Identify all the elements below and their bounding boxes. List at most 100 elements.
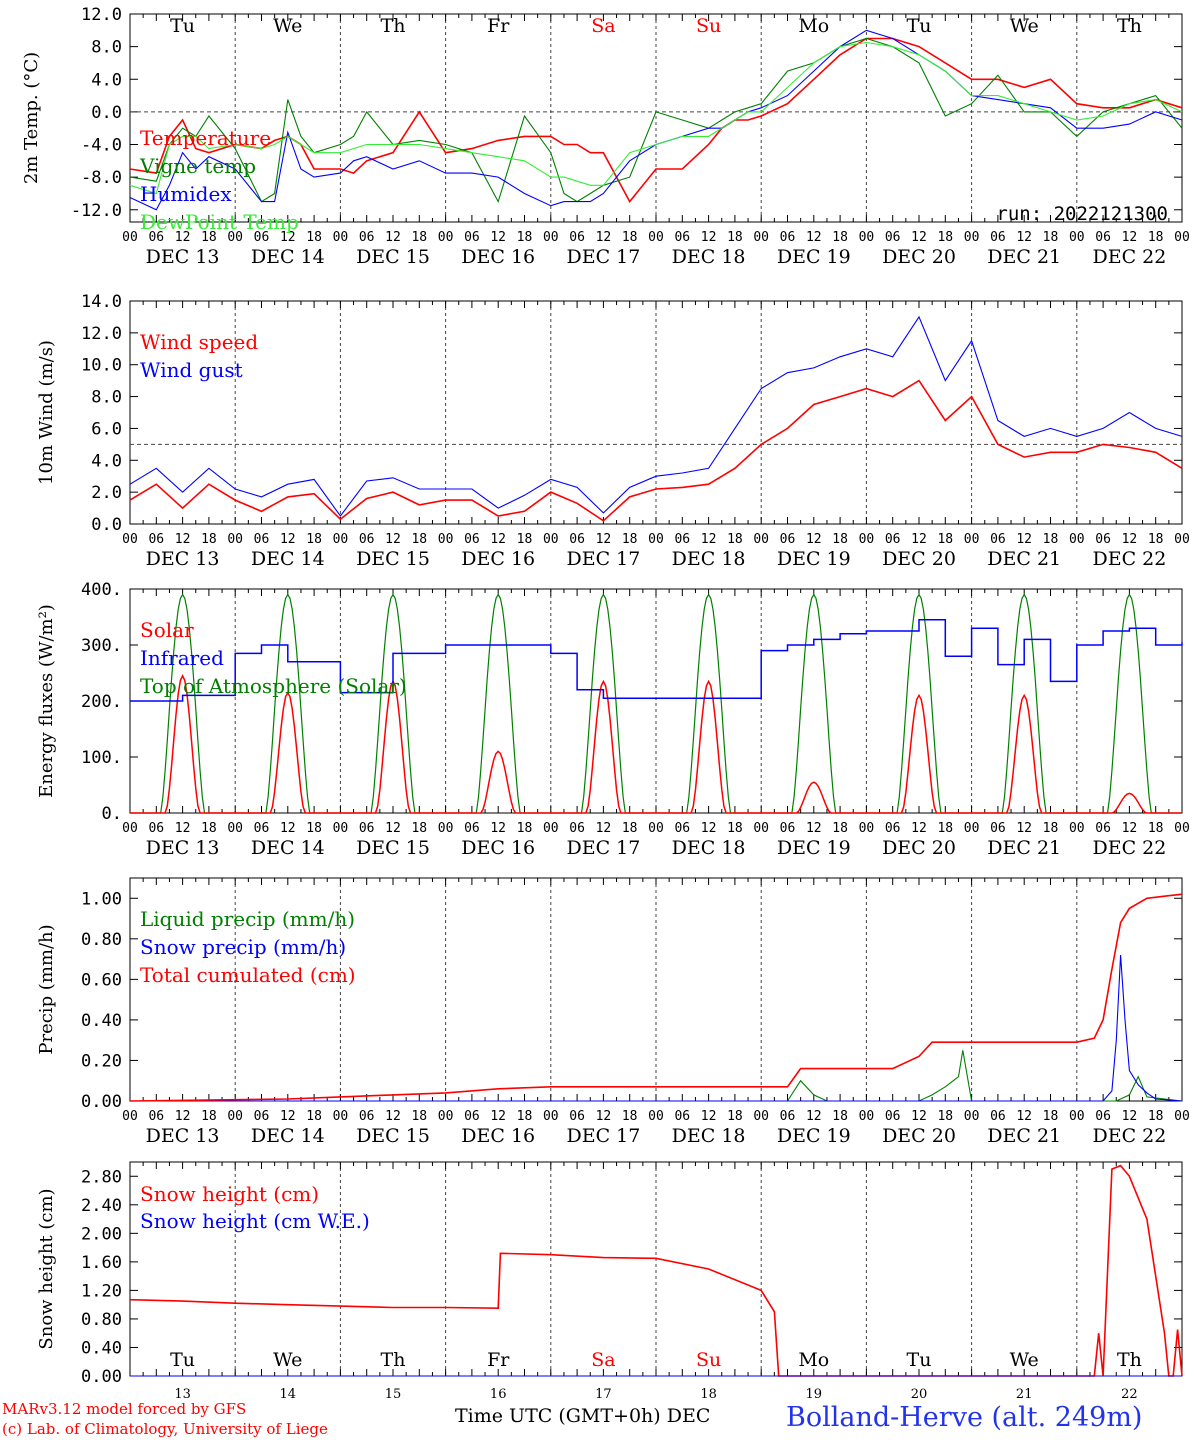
- legend-entry: Temperature: [140, 126, 271, 150]
- date-label: DEC 19: [777, 1125, 851, 1147]
- hour-tick-label: 00: [227, 821, 243, 836]
- hour-tick-label: 12: [911, 1109, 927, 1124]
- day-abbr-label: We: [273, 1349, 302, 1371]
- day-abbr-label: Fr: [487, 1349, 510, 1371]
- date-label: DEC 13: [146, 1125, 220, 1147]
- hour-tick-label: 00: [648, 821, 664, 836]
- hour-tick-label: 18: [1043, 532, 1059, 547]
- hour-tick-label: 06: [148, 821, 164, 836]
- hour-tick-label: 06: [359, 230, 375, 245]
- hour-tick-label: 00: [333, 230, 349, 245]
- hour-tick-label: 12: [911, 230, 927, 245]
- hour-tick-label: 06: [464, 821, 480, 836]
- hour-tick-label: 06: [254, 230, 270, 245]
- hour-tick-label: 12: [1122, 1109, 1138, 1124]
- y-tick-label: 1.00: [81, 889, 122, 909]
- hour-tick-label: 18: [201, 230, 217, 245]
- hour-tick-label: 12: [701, 1109, 717, 1124]
- legend-entry: Vigne temp: [139, 154, 256, 178]
- y-tick-label: -4.0: [81, 136, 122, 156]
- hour-tick-label: 00: [753, 230, 769, 245]
- y-tick-label: 0.60: [81, 970, 122, 990]
- day-abbr-label: Th: [1117, 1349, 1142, 1371]
- hour-tick-label: 18: [727, 532, 743, 547]
- panel-1: 2m Temp. (°C): [21, 13, 1183, 223]
- hour-tick-label: 12: [596, 230, 612, 245]
- y-tick-label: 1.60: [81, 1253, 122, 1273]
- hour-tick-label: 06: [990, 532, 1006, 547]
- hour-tick-label: 12: [1122, 821, 1138, 836]
- date-label: DEC 15: [356, 837, 430, 859]
- hour-tick-label: 00: [543, 821, 559, 836]
- y-tick-label: 0.20: [81, 1051, 122, 1071]
- hour-tick-label: 00: [648, 532, 664, 547]
- hour-tick-label: 00: [122, 230, 138, 245]
- date-label: DEC 14: [251, 1125, 325, 1147]
- hour-tick-label: 06: [885, 532, 901, 547]
- date-label: DEC 20: [882, 246, 956, 268]
- hour-tick-label: 06: [569, 821, 585, 836]
- hour-tick-label: 06: [359, 821, 375, 836]
- y-tick-label: 400.: [81, 580, 122, 600]
- hour-tick-label: 18: [937, 1109, 953, 1124]
- y-axis-label: Energy fluxes (W/m²): [36, 604, 57, 798]
- hour-tick-label: 18: [411, 230, 427, 245]
- hour-tick-label: 12: [280, 1109, 296, 1124]
- date-label: DEC 22: [1092, 246, 1166, 268]
- hour-tick-label: 18: [201, 1109, 217, 1124]
- date-label: DEC 14: [251, 548, 325, 570]
- hour-tick-label: 12: [806, 532, 822, 547]
- hour-tick-label: 00: [964, 1109, 980, 1124]
- date-label: DEC 17: [566, 837, 640, 859]
- hour-tick-label: 18: [517, 532, 533, 547]
- hour-tick-label: 00: [964, 532, 980, 547]
- legend-entry: Snow height (cm): [140, 1182, 319, 1206]
- hour-tick-label: 12: [596, 821, 612, 836]
- hour-tick-label: 12: [490, 821, 506, 836]
- hour-tick-label: 06: [569, 532, 585, 547]
- hour-tick-label: 18: [517, 230, 533, 245]
- legend-entry: Liquid precip (mm/h): [140, 907, 355, 931]
- date-label: DEC 18: [672, 837, 746, 859]
- hour-tick-label: 18: [937, 230, 953, 245]
- date-label: DEC 18: [672, 548, 746, 570]
- day-abbr-label: Mo: [798, 15, 829, 37]
- date-label: DEC 20: [882, 1125, 956, 1147]
- hour-tick-label: 06: [148, 532, 164, 547]
- hour-tick-label: 06: [990, 230, 1006, 245]
- footer-credit: (c) Lab. of Climatology, University of L…: [2, 1420, 328, 1438]
- hour-tick-label: 18: [306, 532, 322, 547]
- y-tick-label: 2.0: [91, 483, 122, 503]
- hour-tick-label: 06: [464, 532, 480, 547]
- hour-tick-label: 06: [674, 532, 690, 547]
- hour-tick-label: 06: [1095, 230, 1111, 245]
- day-abbr-label: Sa: [591, 15, 615, 37]
- hour-tick-label: 06: [885, 230, 901, 245]
- hour-tick-label: 12: [1122, 532, 1138, 547]
- hour-tick-label: 00: [648, 1109, 664, 1124]
- hour-tick-label: 18: [411, 821, 427, 836]
- hour-tick-label: 12: [1016, 821, 1032, 836]
- hour-tick-label: 18: [411, 1109, 427, 1124]
- hour-tick-label: 00: [333, 1109, 349, 1124]
- hour-tick-label: 18: [306, 1109, 322, 1124]
- y-tick-label: 0.00: [81, 1092, 122, 1112]
- hour-tick-label: 12: [911, 532, 927, 547]
- date-label: DEC 21: [987, 1125, 1061, 1147]
- series-line-solar: [130, 674, 1182, 814]
- y-tick-label: 300.: [81, 636, 122, 656]
- hour-tick-label: 00: [227, 532, 243, 547]
- hour-tick-label: 12: [175, 821, 191, 836]
- date-label: DEC 15: [356, 246, 430, 268]
- day-number-label: 21: [1016, 1387, 1033, 1402]
- series-line-0: [130, 1050, 1183, 1102]
- date-label: DEC 13: [146, 246, 220, 268]
- day-number-label: 19: [806, 1387, 823, 1402]
- day-number-label: 16: [490, 1387, 507, 1402]
- hour-tick-label: 00: [1174, 532, 1190, 547]
- hour-tick-label: 00: [964, 821, 980, 836]
- date-label: DEC 16: [461, 1125, 535, 1147]
- hour-tick-label: 18: [411, 532, 427, 547]
- run-label: run: 2022121300: [996, 203, 1168, 225]
- hour-tick-label: 00: [1174, 230, 1190, 245]
